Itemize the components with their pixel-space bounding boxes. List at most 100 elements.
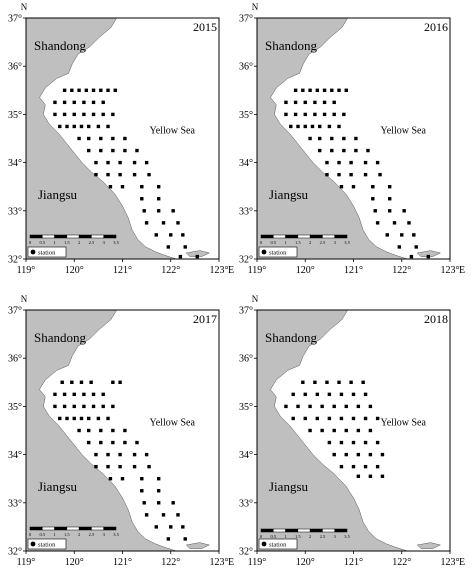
station-marker — [99, 428, 103, 433]
north-label: N — [252, 294, 259, 304]
north-label: N — [21, 294, 28, 304]
station-marker — [91, 88, 96, 92]
legend-station-icon — [261, 249, 267, 255]
legend-box — [258, 538, 298, 550]
station-marker — [284, 404, 288, 409]
lat-label: 37° — [8, 14, 22, 25]
scale-tick-label: 1.5 — [295, 534, 301, 539]
station-marker — [344, 452, 348, 457]
legend-label: station — [38, 250, 56, 257]
station-marker — [70, 88, 74, 92]
station-marker — [293, 88, 298, 92]
station-marker — [332, 452, 336, 457]
station-marker — [82, 404, 86, 409]
scale-tick-label: 2 — [309, 534, 311, 539]
station-marker — [178, 254, 183, 259]
station-marker — [351, 464, 356, 469]
station-marker — [426, 254, 430, 259]
scale-segment — [54, 526, 68, 531]
island-area — [185, 250, 211, 257]
province-label-jiangsu: Jiangsu — [38, 479, 78, 494]
map-panel-2018: 37° 36° 35° 34° 33° 32°119° 120° 121° 122° 123° E N… — [239, 294, 465, 568]
station-marker — [111, 428, 115, 433]
station-marker — [82, 392, 86, 397]
scale-tick-label: 2.5 — [89, 532, 95, 537]
station-marker — [315, 416, 320, 421]
station-marker — [89, 380, 93, 384]
station-marker — [303, 416, 307, 421]
station-marker — [183, 537, 187, 541]
station-marker — [156, 197, 161, 201]
station-marker — [181, 233, 185, 237]
station-marker — [375, 440, 380, 445]
station-marker — [77, 136, 81, 141]
station-marker — [58, 416, 62, 421]
scale-segment — [103, 234, 117, 239]
station-marker — [140, 185, 144, 189]
station-marker — [356, 452, 361, 457]
station-marker — [166, 537, 171, 541]
legend-label: station — [269, 250, 287, 257]
lat-label: 35° — [8, 110, 22, 121]
station-marker — [318, 148, 322, 153]
lat-label: 33° — [8, 206, 22, 217]
station-marker — [156, 489, 161, 493]
station-marker — [156, 185, 161, 189]
station-marker — [349, 172, 353, 177]
station-marker — [303, 124, 307, 129]
station-marker — [320, 404, 324, 409]
lat-label: 34° — [239, 158, 253, 169]
lon-label: 122° — [161, 265, 180, 276]
year-label: 2016 — [424, 20, 448, 34]
station-marker — [308, 136, 312, 141]
station-marker — [84, 88, 89, 92]
station-marker — [366, 148, 370, 153]
station-marker — [106, 88, 110, 92]
station-marker — [123, 148, 127, 153]
east-label: E — [459, 557, 465, 568]
station-marker — [368, 452, 373, 457]
station-marker — [351, 392, 356, 397]
station-marker — [72, 416, 76, 421]
station-marker — [156, 501, 161, 505]
station-marker — [337, 160, 341, 165]
station-marker — [144, 160, 149, 165]
station-marker — [87, 440, 91, 445]
station-marker — [301, 88, 305, 92]
station-marker — [375, 160, 380, 165]
lat-label: 36° — [8, 354, 22, 365]
station-marker — [169, 525, 173, 529]
station-marker — [375, 416, 380, 421]
station-marker — [308, 428, 312, 433]
station-marker — [337, 380, 341, 384]
island-area — [416, 542, 442, 549]
station-marker — [344, 428, 348, 433]
station-marker — [356, 474, 361, 478]
station-marker — [60, 380, 64, 384]
station-marker — [371, 185, 375, 189]
legend-station-icon — [261, 541, 267, 547]
scale-segment — [273, 234, 286, 239]
station-marker — [65, 124, 69, 129]
legend: station — [27, 246, 67, 258]
station-marker — [53, 392, 57, 397]
scale-tick-label: 0.5 — [270, 240, 276, 245]
station-marker — [72, 112, 76, 117]
station-marker — [400, 233, 404, 237]
station-marker — [380, 474, 385, 478]
station-marker — [140, 477, 144, 481]
land-area — [256, 309, 408, 552]
scale-tick-label: 2.5 — [320, 240, 326, 245]
station-marker — [77, 88, 81, 92]
station-marker — [368, 474, 373, 478]
station-marker — [156, 209, 161, 213]
station-marker — [327, 440, 332, 445]
station-marker — [106, 124, 110, 129]
scale-segment — [285, 528, 299, 533]
station-marker — [330, 88, 334, 92]
station-marker — [183, 245, 187, 249]
lat-label: 37° — [239, 306, 253, 317]
station-marker — [303, 392, 307, 397]
station-marker — [140, 197, 144, 201]
scale-tick-label: 3.5 — [344, 240, 350, 245]
